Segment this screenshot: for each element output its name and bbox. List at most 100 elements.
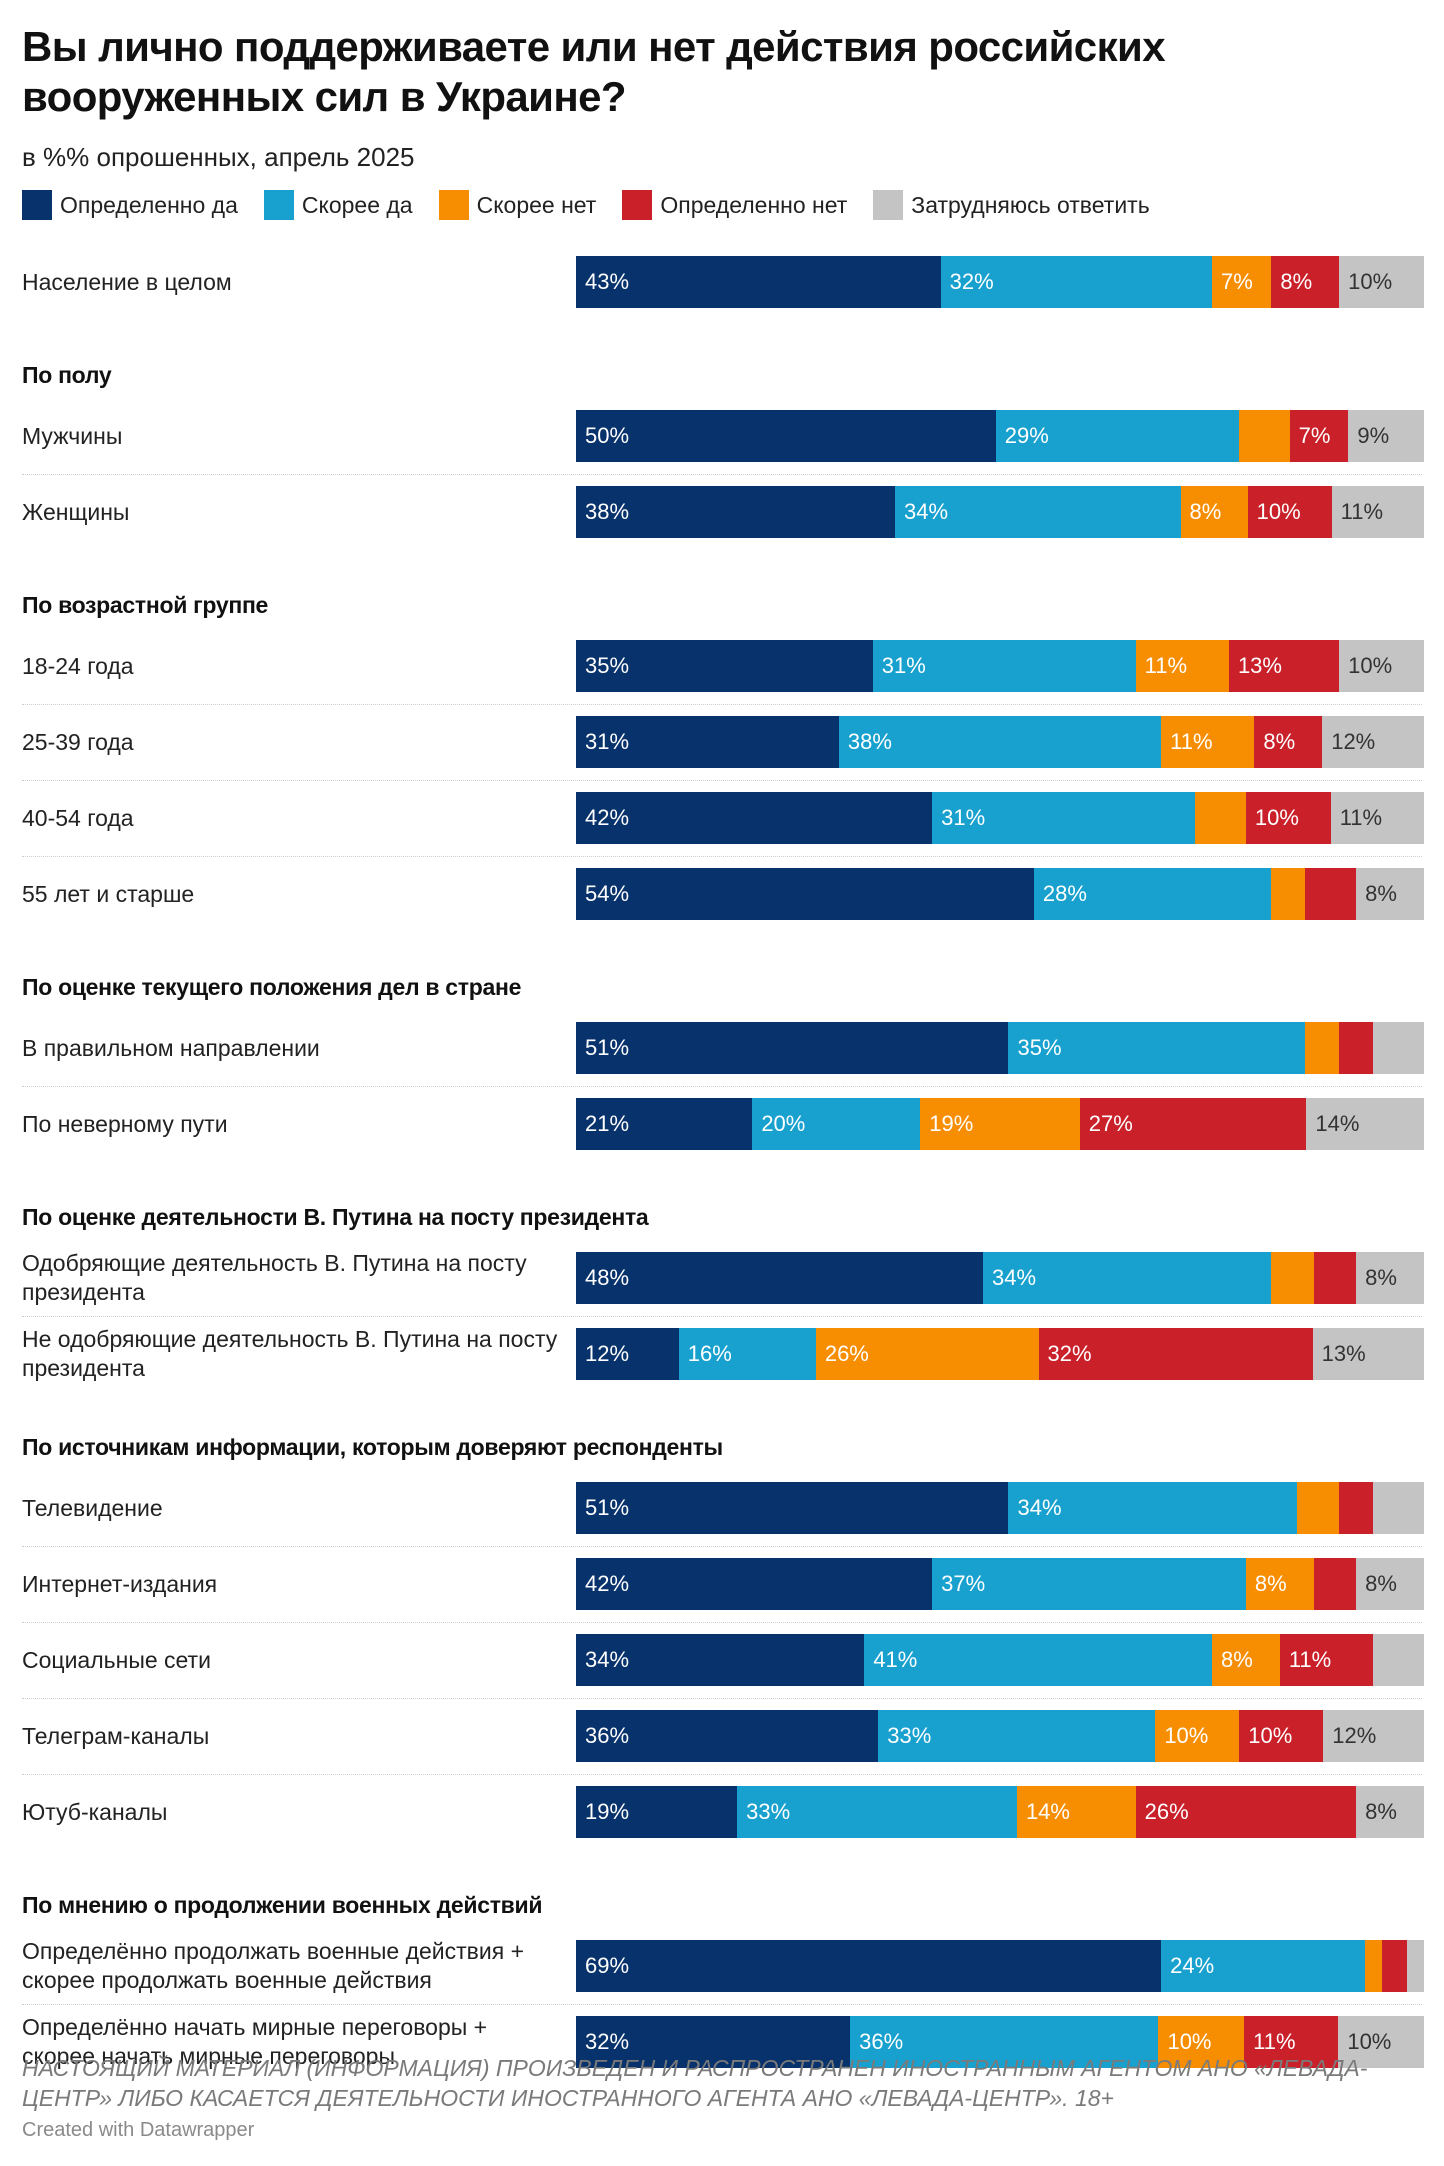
bar-segment: 10% bbox=[1155, 1710, 1240, 1762]
data-label: 7% bbox=[1220, 269, 1253, 294]
bar-segment: 14% bbox=[1016, 1786, 1136, 1838]
bar-segment: 31% bbox=[872, 640, 1136, 692]
data-label: 12% bbox=[1331, 729, 1376, 754]
row-separator bbox=[22, 780, 1422, 781]
bar-segment bbox=[1239, 410, 1290, 462]
stacked-bar: 54% 28% 8% bbox=[576, 868, 1424, 920]
row-label: Интернет-издания bbox=[22, 1570, 218, 1597]
header: Вы лично поддерживаете или нет действия … bbox=[22, 22, 1422, 222]
group-heading: По полу bbox=[22, 362, 112, 388]
row-label: Мужчины bbox=[22, 422, 123, 449]
bar-segment: 8% bbox=[1356, 1252, 1424, 1304]
data-label: 13% bbox=[1321, 1341, 1366, 1366]
row-separator bbox=[22, 474, 1422, 475]
data-label: 33% bbox=[887, 1723, 932, 1748]
row-separator bbox=[22, 1622, 1422, 1623]
data-label: 31% bbox=[585, 729, 630, 754]
legend-swatch bbox=[873, 190, 904, 220]
bar-segment: 10% bbox=[1247, 486, 1332, 538]
bar-segment: 33% bbox=[737, 1786, 1017, 1838]
bar-segment: 10% bbox=[1338, 2016, 1424, 2068]
bar-segment: 10% bbox=[1339, 640, 1424, 692]
bar-segment bbox=[1313, 1252, 1357, 1304]
data-label: 51% bbox=[585, 1035, 630, 1060]
data-label: 10% bbox=[1254, 805, 1299, 830]
data-label: 11% bbox=[1144, 653, 1188, 678]
bar-segment: 11% bbox=[1135, 640, 1229, 692]
stacked-bar: 51% 34% bbox=[576, 1482, 1424, 1534]
data-label: 50% bbox=[585, 423, 630, 448]
legend-label: Определенно да bbox=[60, 191, 238, 218]
data-label: 14% bbox=[1025, 1799, 1070, 1824]
bar-segment: 32% bbox=[1038, 1328, 1313, 1380]
bar-segment: 8% bbox=[1245, 1558, 1314, 1610]
data-label: 7% bbox=[1298, 423, 1331, 448]
data-label: 31% bbox=[941, 805, 986, 830]
bar-segment: 8% bbox=[1356, 1558, 1424, 1610]
row-label: 18-24 года bbox=[22, 652, 134, 679]
bar-segment bbox=[1296, 1482, 1340, 1534]
bar-segment: 34% bbox=[895, 486, 1181, 538]
data-label: 34% bbox=[1017, 1495, 1062, 1520]
bar-segment: 20% bbox=[752, 1098, 921, 1150]
row-separator bbox=[22, 1698, 1422, 1699]
bar-segment: 31% bbox=[932, 792, 1196, 844]
bar-segment: 26% bbox=[1135, 1786, 1357, 1838]
data-label: 24% bbox=[1170, 1953, 1215, 1978]
data-label: 38% bbox=[847, 729, 892, 754]
bar-segment bbox=[1373, 1022, 1424, 1074]
data-label: 29% bbox=[1004, 423, 1049, 448]
row-label: Ютуб-каналы bbox=[22, 1798, 168, 1825]
bar-segment: 12% bbox=[1322, 716, 1424, 768]
bar-segment: 8% bbox=[1356, 1786, 1424, 1838]
bar-segment bbox=[1195, 792, 1246, 844]
bar-segment: 7% bbox=[1211, 256, 1272, 308]
bar-segment: 51% bbox=[576, 1482, 1009, 1534]
legend-swatch bbox=[263, 190, 294, 220]
data-label: 69% bbox=[585, 1953, 630, 1978]
group-heading: По источникам информации, которым доверя… bbox=[22, 1434, 723, 1460]
credit: Created with Datawrapper bbox=[22, 2119, 255, 2141]
stacked-bar-chart: Население в целом 43% 32% 7% 8% 10% По полу Муж… bbox=[22, 256, 1424, 2069]
data-label: 12% bbox=[1332, 1723, 1377, 1748]
bar-segment: 8% bbox=[1254, 716, 1323, 768]
legend-label: Скорее да bbox=[301, 191, 413, 218]
row-separator bbox=[22, 1774, 1422, 1775]
row-label: Не одобряющие деятельность В. Путина на … bbox=[22, 1326, 558, 1381]
data-label: 26% bbox=[1144, 1799, 1189, 1824]
bar-segment: 42% bbox=[576, 1558, 933, 1610]
data-label: 51% bbox=[585, 1495, 630, 1520]
data-label: 32% bbox=[585, 2029, 630, 2054]
data-label: 11% bbox=[1339, 805, 1383, 830]
stacked-bar: 36% 33% 10% 10% 12% bbox=[576, 1710, 1424, 1762]
bar-segment: 8% bbox=[1180, 486, 1248, 538]
stacked-bar: 69% 24% bbox=[576, 1940, 1424, 1992]
bar-segment bbox=[1305, 868, 1357, 920]
data-label: 43% bbox=[585, 269, 630, 294]
bar-segment: 10% bbox=[1239, 1710, 1324, 1762]
stacked-bar: 21% 20% 19% 27% 14% bbox=[576, 1098, 1424, 1150]
data-label: 35% bbox=[585, 653, 630, 678]
bar-segment: 13% bbox=[1312, 1328, 1424, 1380]
data-label: 8% bbox=[1365, 881, 1397, 906]
data-label: 19% bbox=[929, 1111, 974, 1136]
data-label: 36% bbox=[859, 2029, 904, 2054]
bar-segment: 11% bbox=[1161, 716, 1255, 768]
bar-segment: 7% bbox=[1289, 410, 1349, 462]
legend-item: Скорее да bbox=[263, 190, 413, 220]
bar-segment bbox=[1373, 1482, 1424, 1534]
data-label: 10% bbox=[1164, 1723, 1209, 1748]
bar-segment: 11% bbox=[1279, 1634, 1374, 1686]
data-label: 16% bbox=[687, 1341, 732, 1366]
bar-segment: 34% bbox=[983, 1252, 1272, 1304]
row-label: Определённо начать мирные переговоры + с… bbox=[22, 2014, 488, 2069]
bar-segment: 11% bbox=[1331, 486, 1424, 538]
bar-segment bbox=[1305, 1022, 1340, 1074]
footnote: НАСТОЯЩИЙ МАТЕРИАЛ (ИНФОРМАЦИЯ) ПРОИЗВЕД… bbox=[22, 2055, 1368, 2111]
row-label: Женщины bbox=[22, 498, 130, 525]
legend-label: Затрудняюсь ответить bbox=[911, 191, 1150, 218]
data-label: 20% bbox=[761, 1111, 806, 1136]
data-label: 8% bbox=[1365, 1799, 1397, 1824]
row-separator bbox=[22, 2004, 1422, 2005]
bar-segment: 43% bbox=[576, 256, 941, 308]
